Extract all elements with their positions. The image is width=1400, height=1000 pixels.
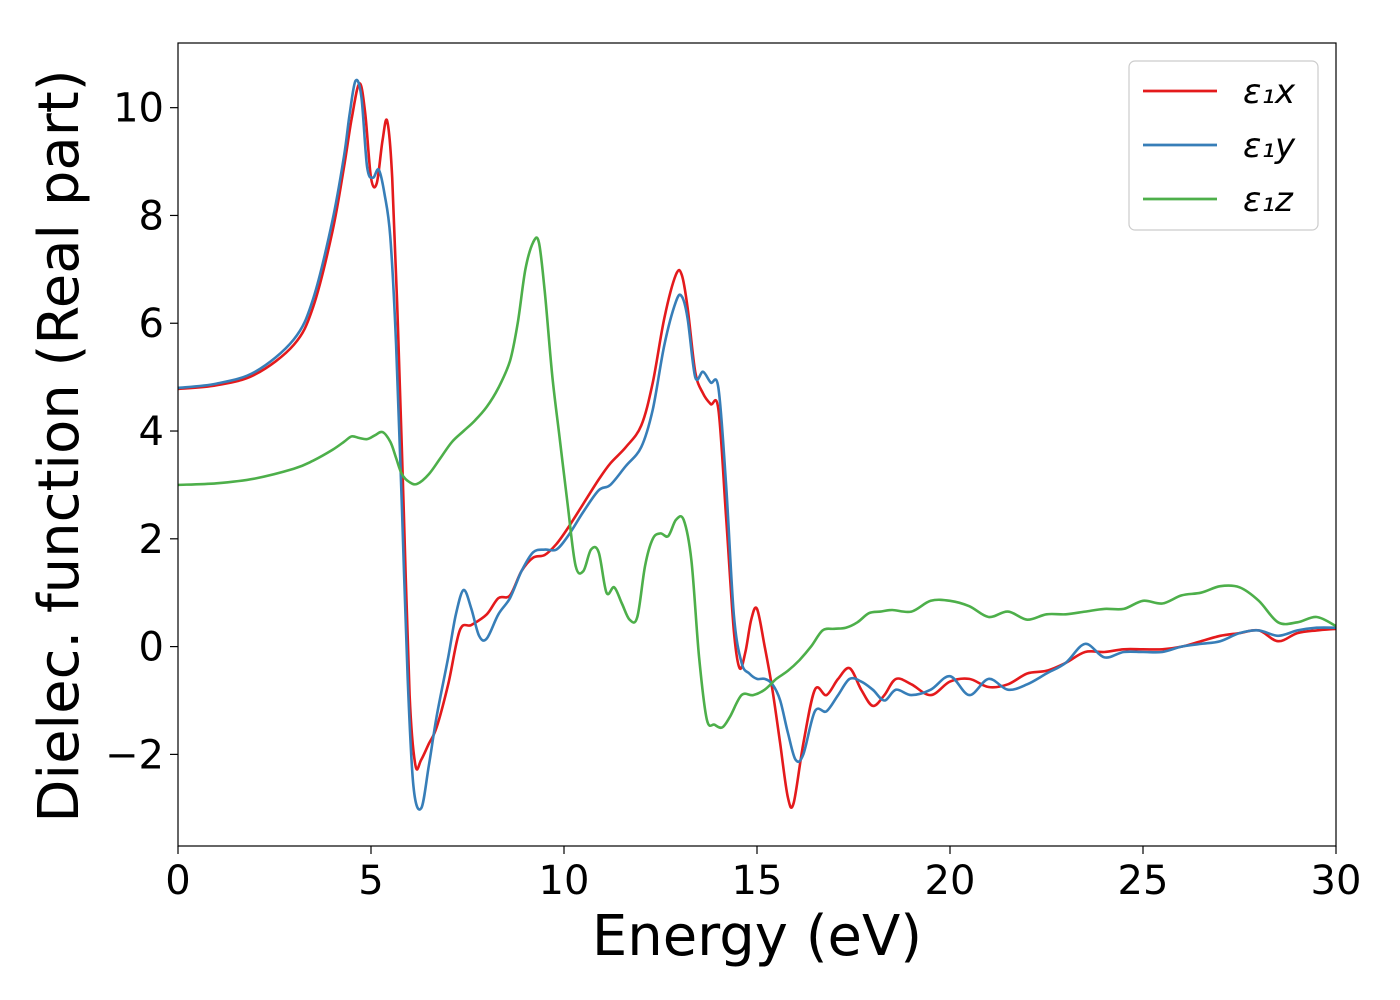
x-tick-label-2: 10	[539, 858, 590, 904]
y-tick-label-0: −2	[105, 732, 164, 778]
series-line-0	[177, 82, 1337, 810]
x-tick-label-6: 30	[1311, 858, 1362, 904]
legend-label-2: ε₁z	[1243, 180, 1294, 220]
y-tick-label-5: 8	[139, 193, 164, 239]
legend-box	[1128, 60, 1319, 231]
x-axis-label: Energy (eV)	[592, 904, 922, 969]
legend-label-0: ε₁x	[1243, 72, 1296, 112]
x-axis: 0 5 10 15 20 25 30	[165, 846, 1361, 904]
y-tick-label-6: 10	[113, 86, 164, 132]
y-tick-label-4: 6	[139, 301, 164, 347]
x-tick-label-4: 20	[925, 858, 976, 904]
series-line-1	[177, 78, 1337, 811]
series-line-2	[177, 236, 1337, 730]
y-tick-label-2: 2	[139, 517, 164, 563]
x-tick-label-3: 15	[732, 858, 783, 904]
y-tick-label-3: 4	[139, 409, 164, 455]
x-tick-label-5: 25	[1118, 858, 1169, 904]
legend-label-1: ε₁y	[1243, 126, 1296, 166]
y-tick-label-1: 0	[139, 625, 164, 671]
x-tick-label-1: 5	[358, 858, 383, 904]
legend: ε₁x ε₁y ε₁z	[1128, 60, 1319, 231]
x-tick-label-0: 0	[165, 858, 190, 904]
series-layer	[177, 78, 1337, 811]
y-axis: −2 0 2 4 6 8 10	[105, 86, 178, 778]
y-axis-label: Dielec. function (Real part)	[27, 69, 92, 822]
